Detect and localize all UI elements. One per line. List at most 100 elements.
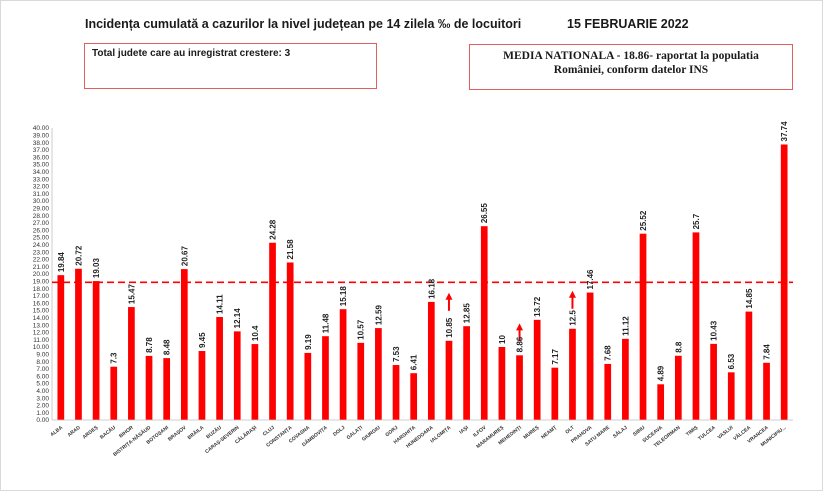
y-tick-label: 32.00 <box>33 184 50 191</box>
bar <box>110 366 118 420</box>
bar <box>357 342 365 420</box>
bar <box>710 343 717 420</box>
bar <box>145 355 153 420</box>
increase-arrow-icon <box>568 290 576 309</box>
data-label: 7.84 <box>763 344 772 360</box>
y-tick-label: 40.00 <box>33 125 50 132</box>
x-tick-label: BRĂILA <box>186 424 205 441</box>
y-tick-label: 16.00 <box>33 300 50 307</box>
x-tick-label: SIBIU <box>632 425 647 438</box>
bar <box>233 331 241 420</box>
data-label: 8.78 <box>145 337 154 353</box>
data-label: 14.85 <box>745 288 754 309</box>
bar <box>516 355 523 420</box>
bar <box>57 275 65 420</box>
y-tick-label: 19.00 <box>33 279 50 286</box>
y-tick-label: 4.00 <box>36 388 49 395</box>
data-label: 20.67 <box>180 246 189 267</box>
bar <box>551 367 559 420</box>
bar <box>251 344 259 420</box>
data-label: 6.53 <box>727 353 736 369</box>
y-tick-label: 31.00 <box>33 191 50 198</box>
y-tick-label: 9.00 <box>36 352 49 359</box>
bar <box>657 384 665 420</box>
y-tick-label: 37.00 <box>33 147 50 154</box>
bar <box>304 352 312 420</box>
bar <box>392 365 400 420</box>
data-label: 12.5 <box>568 310 577 326</box>
data-label: 15.47 <box>127 283 136 304</box>
data-label: 25.7 <box>692 213 701 229</box>
data-label: 12.59 <box>374 305 383 326</box>
y-tick-label: 3.00 <box>36 395 49 402</box>
bars <box>57 144 788 421</box>
bar <box>445 340 453 420</box>
bar <box>745 311 753 420</box>
bar <box>427 301 435 420</box>
y-tick-label: 27.00 <box>33 220 50 227</box>
data-label: 21.58 <box>286 239 295 260</box>
bar <box>569 328 576 420</box>
bar <box>322 336 329 420</box>
bar <box>75 268 82 420</box>
data-label: 12.14 <box>233 308 242 329</box>
national-average-text: MEDIA NATIONALA - 18.86- raportat la pop… <box>503 50 759 76</box>
data-label: 10.85 <box>445 317 454 338</box>
y-tick-label: 5.00 <box>36 381 49 388</box>
y-tick-label: 36.00 <box>33 154 50 161</box>
bar <box>586 292 594 420</box>
y-tick-label: 20.00 <box>33 271 50 278</box>
y-tick-label: 24.00 <box>33 242 50 249</box>
y-tick-label: 29.00 <box>33 206 50 213</box>
y-tick-label: 8.00 <box>36 359 49 366</box>
y-tick-label: 39.00 <box>33 133 50 140</box>
data-label: 13.72 <box>533 296 542 317</box>
arrow-head <box>445 292 453 300</box>
data-label: 26.55 <box>480 203 489 224</box>
data-label: 8.48 <box>163 339 172 355</box>
x-tick-label: CLUJ <box>262 425 276 438</box>
y-tick-label: 17.00 <box>33 293 50 300</box>
data-label: 8.8 <box>674 341 683 353</box>
increase-summary-text: Total judete care au inregistrat crester… <box>92 48 291 59</box>
data-label: 4.89 <box>657 365 666 381</box>
y-tick-label: 13.00 <box>33 322 50 329</box>
report-date: 15 FEBRUARIE 2022 <box>567 17 689 31</box>
y-tick-label: 6.00 <box>36 373 49 380</box>
bar <box>480 226 488 420</box>
increase-arrow-icon <box>516 323 524 342</box>
y-tick-label: 15.00 <box>33 308 50 315</box>
data-label: 25.52 <box>639 210 648 231</box>
data-label: 24.28 <box>269 219 278 240</box>
y-tick-label: 0.00 <box>36 417 49 424</box>
y-tick-label: 1.00 <box>36 410 49 417</box>
bar <box>674 355 682 420</box>
y-axis: 0.001.002.003.004.005.006.007.008.009.00… <box>33 125 53 424</box>
data-label: 37.74 <box>780 121 789 142</box>
y-tick-label: 21.00 <box>33 264 50 271</box>
y-tick-label: 10.00 <box>33 344 50 351</box>
x-tick-label: TULCEA <box>697 425 717 442</box>
bar <box>639 233 647 420</box>
bar <box>604 363 612 420</box>
y-tick-label: 28.00 <box>33 213 50 220</box>
x-tick-label: SĂLAJ <box>611 424 628 440</box>
increase-arrow-icon <box>445 292 453 311</box>
bar <box>727 372 735 420</box>
data-label: 10.43 <box>710 320 719 341</box>
y-tick-label: 30.00 <box>33 198 50 205</box>
data-label: 9.19 <box>304 334 313 350</box>
x-tick-label: MUREȘ <box>522 424 540 440</box>
data-label: 8.86 <box>516 336 525 352</box>
y-tick-label: 22.00 <box>33 257 50 264</box>
chart-title: Incidența cumulată a cazurilor la nivel … <box>85 17 522 31</box>
bar <box>339 309 347 420</box>
y-tick-label: 12.00 <box>33 330 50 337</box>
bar <box>163 358 171 420</box>
data-label: 7.17 <box>551 349 560 365</box>
data-label: 20.72 <box>74 245 83 266</box>
bar <box>692 232 700 420</box>
bar <box>286 262 294 420</box>
increase-arrows <box>445 290 576 342</box>
